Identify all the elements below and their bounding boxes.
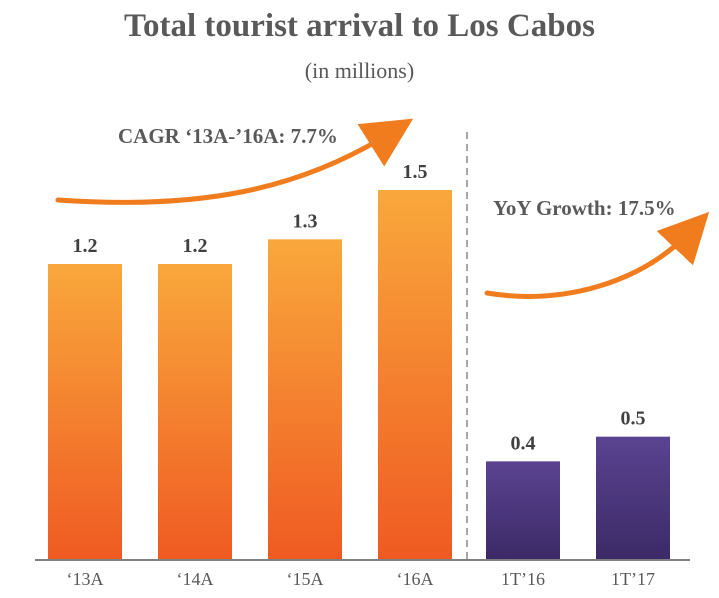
yoy-annotation: YoY Growth: 17.5% [493,196,676,220]
chart-title: Total tourist arrival to Los Cabos [124,8,595,44]
data-label: 1.2 [183,235,208,257]
bar [486,461,560,560]
data-label: 0.5 [621,408,646,430]
cagr-trend-arrow [55,118,414,205]
data-label: 0.4 [511,432,536,454]
bar [158,264,232,560]
chart-subtitle: (in millions) [304,58,415,83]
data-label: 1.2 [73,235,98,257]
data-label: 1.5 [403,161,428,183]
x-tick-label: ‘14A [177,569,214,589]
data-label: 1.3 [293,210,318,232]
bar [48,264,122,560]
x-tick-label: ‘15A [287,569,324,589]
cagr-annotation: CAGR ‘13A-’16A: 7.7% [118,124,338,148]
bar [268,239,342,561]
x-tick-label: 1T’16 [501,569,545,589]
x-tick-label: ‘16A [397,569,434,589]
x-tick-label: ‘13A [67,569,104,589]
yoy-trend-arrow [484,211,710,299]
bar [378,190,452,560]
bar [596,436,670,560]
x-tick-label: 1T’17 [611,569,655,589]
